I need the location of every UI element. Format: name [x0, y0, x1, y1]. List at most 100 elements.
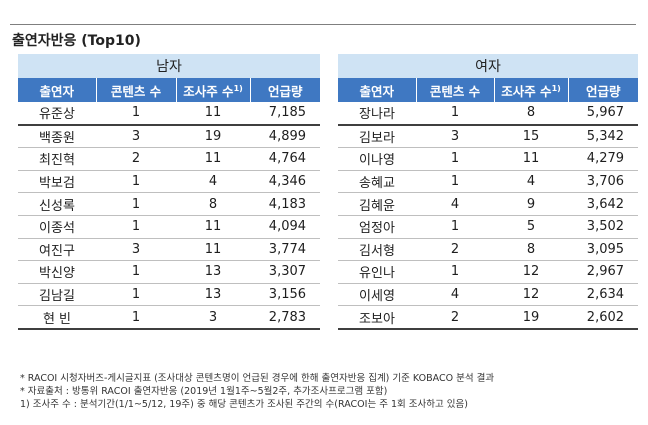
table-row: 김보라 3 15 5,342	[338, 124, 639, 149]
performer-cell: 이종석	[18, 215, 96, 239]
performer-cell: 박신양	[18, 260, 96, 284]
content-count-cell: 2	[96, 147, 176, 171]
mentions-cell: 2,967	[568, 260, 639, 284]
footnote-source: * 자료출처 : 방통위 RACOI 출연자반응 (2019년 1월1주~5월2…	[20, 386, 388, 397]
mentions-cell: 5,342	[568, 124, 639, 149]
survey-weeks-cell: 11	[176, 102, 250, 126]
table-row: 장나라 1 8 5,967	[338, 102, 639, 126]
male-table-body: 유준상 1 11 7,185 백종원 3 19 4,899 최진혁 2 11 4,764 박보검 1 4 4,…	[18, 102, 321, 330]
content-count-cell: 3	[416, 124, 494, 149]
mentions-cell: 4,183	[250, 192, 321, 216]
content-count-cell: 3	[96, 238, 176, 262]
content-count-cell: 1	[96, 305, 176, 330]
table-row: 유준상 1 11 7,185	[18, 102, 321, 126]
survey-weeks-cell: 19	[494, 305, 568, 330]
table-row: 박신양 1 13 3,307	[18, 260, 321, 284]
survey-weeks-cell: 8	[176, 192, 250, 216]
content-count-cell: 4	[416, 283, 494, 307]
mentions-cell: 3,156	[250, 283, 321, 307]
performer-cell: 김남길	[18, 283, 96, 307]
content-count-cell: 3	[96, 124, 176, 149]
table-row: 엄정아 1 5 3,502	[338, 215, 639, 239]
content-count-cell: 1	[416, 102, 494, 126]
performer-cell: 최진혁	[18, 147, 96, 171]
mentions-cell: 4,899	[250, 124, 321, 149]
table-row: 백종원 3 19 4,899	[18, 124, 321, 149]
performer-cell: 신성록	[18, 192, 96, 216]
performer-cell: 장나라	[338, 102, 416, 126]
performer-cell: 유준상	[18, 102, 96, 126]
male-group-header: 남자	[18, 54, 321, 78]
mentions-cell: 3,502	[568, 215, 639, 239]
table-row: 이종석 1 11 4,094	[18, 215, 321, 239]
table-row: 김남길 1 13 3,156	[18, 283, 321, 307]
survey-weeks-cell: 8	[494, 102, 568, 126]
survey-weeks-cell: 11	[176, 238, 250, 262]
content-count-cell: 1	[96, 260, 176, 284]
survey-weeks-cell: 19	[176, 124, 250, 149]
performer-cell: 여진구	[18, 238, 96, 262]
mentions-cell: 2,783	[250, 305, 321, 330]
survey-weeks-cell: 9	[494, 192, 568, 216]
content-count-cell: 1	[96, 283, 176, 307]
performer-cell: 이나영	[338, 147, 416, 171]
performer-cell: 백종원	[18, 124, 96, 149]
performer-cell: 김서형	[338, 238, 416, 262]
mentions-cell: 3,774	[250, 238, 321, 262]
table-row: 여진구 3 11 3,774	[18, 238, 321, 262]
survey-weeks-cell: 12	[494, 283, 568, 307]
table-row: 조보아 2 19 2,602	[338, 305, 639, 330]
table-row: 박보검 1 4 4,346	[18, 170, 321, 194]
mentions-cell: 4,279	[568, 147, 639, 171]
content-count-cell: 1	[96, 215, 176, 239]
performer-cell: 이세영	[338, 283, 416, 307]
female-col-survey-weeks: 조사주 수1)	[493, 78, 568, 102]
content-count-cell: 2	[416, 305, 494, 330]
content-count-cell: 1	[416, 147, 494, 171]
male-col-survey-weeks: 조사주 수1)	[175, 78, 250, 102]
mentions-cell: 3,706	[568, 170, 639, 194]
table-row: 이세영 4 12 2,634	[338, 283, 639, 307]
survey-weeks-cell: 4	[176, 170, 250, 194]
performer-cell: 엄정아	[338, 215, 416, 239]
performer-cell: 조보아	[338, 305, 416, 330]
survey-weeks-cell: 3	[176, 305, 250, 330]
mentions-cell: 4,346	[250, 170, 321, 194]
footnote-marker: 1)	[233, 83, 243, 93]
mentions-cell: 5,967	[568, 102, 639, 126]
survey-weeks-cell: 15	[494, 124, 568, 149]
content-count-cell: 2	[416, 238, 494, 262]
table-row: 이나영 1 11 4,279	[338, 147, 639, 171]
footnotes: * RACOI 시청자버즈-게시글지표 (조사대상 콘텐츠명이 언급된 경우에 …	[20, 372, 640, 411]
male-table: 남자 출연자 콘텐츠 수 조사주 수1) 언급량 유준상 1 11 7,185 백종원 3…	[18, 54, 321, 330]
survey-weeks-cell: 11	[176, 147, 250, 171]
mentions-cell: 4,764	[250, 147, 321, 171]
footnote-method: * RACOI 시청자버즈-게시글지표 (조사대상 콘텐츠명이 언급된 경우에 …	[20, 373, 495, 384]
table-row: 현 빈 1 3 2,783	[18, 305, 321, 330]
survey-weeks-cell: 4	[494, 170, 568, 194]
page-title: 출연자반응 (Top10)	[12, 33, 141, 49]
mentions-cell: 3,642	[568, 192, 639, 216]
mentions-cell: 7,185	[250, 102, 321, 126]
male-col-performer: 출연자	[18, 78, 96, 102]
table-row: 송혜교 1 4 3,706	[338, 170, 639, 194]
female-table: 여자 출연자 콘텐츠 수 조사주 수1) 언급량 장나라 1 8 5,967 김보라 3 1…	[338, 54, 639, 330]
mentions-cell: 4,094	[250, 215, 321, 239]
table-row: 김서형 2 8 3,095	[338, 238, 639, 262]
male-col-content-count: 콘텐츠 수	[95, 78, 176, 102]
survey-weeks-cell: 5	[494, 215, 568, 239]
female-table-body: 장나라 1 8 5,967 김보라 3 15 5,342 이나영 1 11 4,279 송혜교 1 4 3,7…	[338, 102, 639, 330]
mentions-cell: 3,095	[568, 238, 639, 262]
content-count-cell: 1	[416, 260, 494, 284]
survey-weeks-cell: 11	[176, 215, 250, 239]
content-count-cell: 1	[96, 192, 176, 216]
male-col-mentions: 언급량	[249, 78, 321, 102]
table-row: 신성록 1 8 4,183	[18, 192, 321, 216]
content-count-cell: 4	[416, 192, 494, 216]
survey-weeks-cell: 13	[176, 260, 250, 284]
survey-weeks-cell: 12	[494, 260, 568, 284]
mentions-cell: 2,634	[568, 283, 639, 307]
mentions-cell: 2,602	[568, 305, 639, 330]
table-row: 김혜윤 4 9 3,642	[338, 192, 639, 216]
female-col-mentions: 언급량	[567, 78, 639, 102]
